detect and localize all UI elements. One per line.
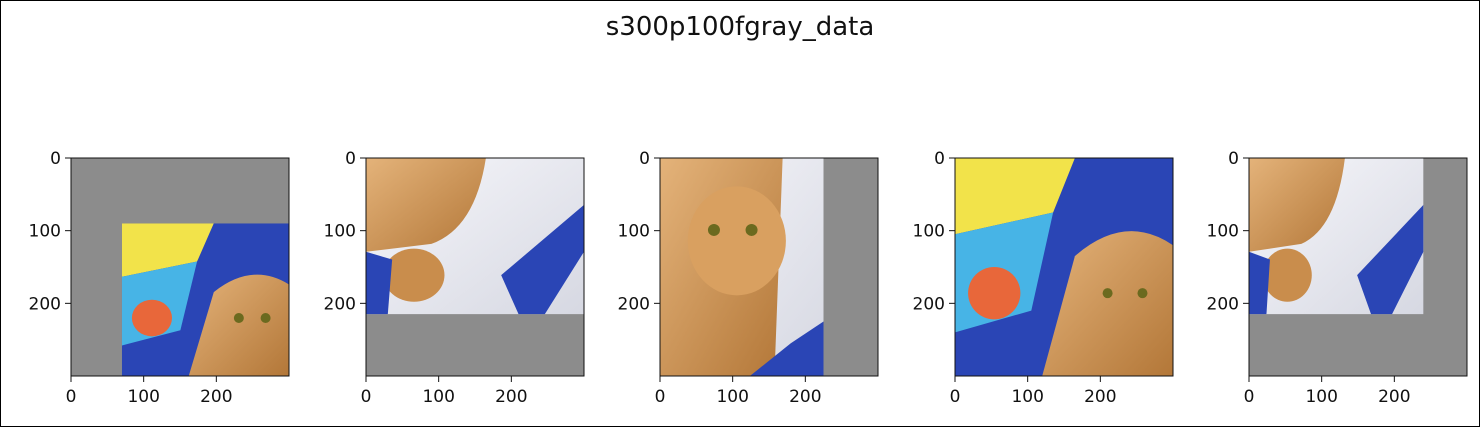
cat-eye-left — [707, 223, 720, 236]
panel-1: 0 100 200 0 100 200 — [29, 149, 290, 407]
bag-pattern — [968, 267, 1021, 320]
y-tick-label: 200 — [29, 294, 61, 314]
blue-bag-edge — [366, 251, 393, 315]
x-tick-label: 100 — [1305, 387, 1337, 407]
x-tick-label: 200 — [789, 387, 821, 407]
blue-bag — [501, 204, 584, 315]
x-tick-label: 100 — [127, 387, 159, 407]
x-tick-label: 100 — [716, 387, 748, 407]
cat-paw — [383, 248, 445, 302]
photo-image — [955, 158, 1173, 376]
y-tick-label: 200 — [324, 294, 356, 314]
cat-eye-left — [233, 313, 244, 324]
axes-frame — [1248, 157, 1468, 377]
x-tick-label: 0 — [655, 387, 666, 407]
panel-5: 0 100 200 0 100 200 — [1207, 149, 1468, 407]
cat-paw — [1262, 248, 1312, 302]
y-tick-label: 0 — [345, 149, 356, 169]
x-tick-label: 200 — [1084, 387, 1116, 407]
y-tick-label: 100 — [618, 222, 650, 242]
cat-body — [188, 274, 289, 376]
axes-frame — [365, 157, 585, 377]
axes-frame — [659, 157, 879, 377]
x-tick-label: 0 — [361, 387, 372, 407]
y-tick-label: 100 — [1207, 222, 1239, 242]
y-tick-label: 200 — [913, 294, 945, 314]
photo-image — [121, 223, 289, 376]
y-tick-label: 100 — [324, 222, 356, 242]
panel-3: 0 100 200 0 100 200 — [618, 149, 879, 407]
cat-eye-right — [1137, 288, 1148, 299]
cat-body — [1042, 231, 1173, 376]
x-tick-label: 200 — [200, 387, 232, 407]
x-tick-label: 0 — [950, 387, 961, 407]
x-tick-label: 200 — [495, 387, 527, 407]
cat-head — [687, 186, 786, 296]
bag-pattern — [131, 299, 173, 337]
blue-bag — [749, 321, 824, 376]
photo-image — [660, 158, 824, 376]
blue-bag-edge — [1249, 251, 1270, 315]
bag-yellow-panel — [121, 223, 214, 277]
y-tick-label: 0 — [934, 149, 945, 169]
photo-image — [366, 158, 584, 315]
cat-body — [366, 158, 486, 252]
panel-2: 0 100 200 0 100 200 — [324, 149, 585, 407]
y-tick-label: 0 — [639, 149, 650, 169]
x-tick-label: 100 — [422, 387, 454, 407]
x-tick-label: 0 — [1244, 387, 1255, 407]
y-tick-label: 0 — [1228, 149, 1239, 169]
y-tick-label: 100 — [29, 222, 61, 242]
axes-frame — [70, 157, 290, 377]
y-tick-label: 100 — [913, 222, 945, 242]
y-tick-label: 200 — [1207, 294, 1239, 314]
figure-title: s300p100fgray_data — [605, 12, 875, 42]
cat-eye-right — [745, 223, 758, 236]
blue-bag — [1357, 204, 1424, 315]
x-tick-label: 200 — [1378, 387, 1410, 407]
panel-4: 0 100 200 0 100 200 — [913, 149, 1174, 407]
y-tick-label: 0 — [50, 149, 61, 169]
x-tick-label: 100 — [1011, 387, 1043, 407]
axes-frame — [954, 157, 1174, 377]
photo-image — [1249, 158, 1424, 315]
x-tick-label: 0 — [66, 387, 77, 407]
cat-eye-right — [260, 313, 271, 324]
cat-body — [1249, 158, 1345, 252]
y-tick-label: 200 — [618, 294, 650, 314]
bag-yellow-panel — [955, 158, 1075, 235]
cat-eye-left — [1102, 288, 1113, 299]
